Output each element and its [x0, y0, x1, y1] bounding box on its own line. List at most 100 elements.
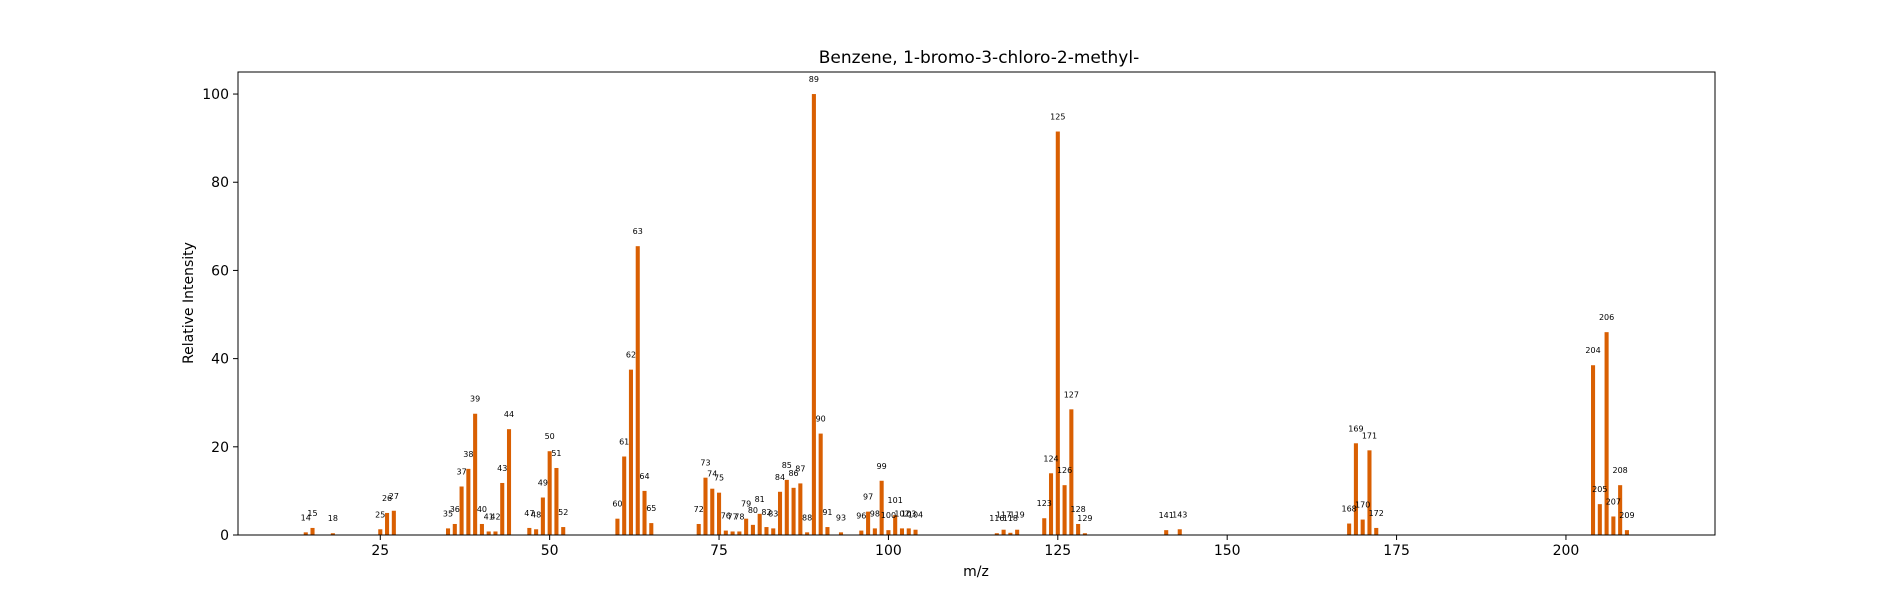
bar-label-mz-73: 73	[700, 459, 710, 468]
y-tick-label-40: 40	[211, 352, 229, 368]
bar-label-mz-205: 205	[1592, 485, 1607, 494]
bar-mz-169	[1353, 443, 1358, 535]
bar-label-mz-141: 141	[1159, 511, 1174, 520]
x-tick-label-25: 25	[371, 543, 389, 559]
bar-label-mz-35: 35	[443, 509, 453, 518]
bar-mz-89	[811, 94, 816, 536]
bar-mz-72	[696, 523, 701, 535]
bar-mz-85	[784, 479, 789, 535]
bar-label-mz-171: 171	[1362, 431, 1377, 440]
bar-label-mz-99: 99	[877, 462, 887, 471]
bar-label-mz-128: 128	[1070, 505, 1085, 514]
bar-mz-124	[1048, 473, 1054, 535]
bar-label-mz-87: 87	[795, 464, 805, 473]
x-tick-label-75: 75	[710, 543, 728, 559]
bar-mz-141	[1164, 530, 1169, 535]
bar-mz-104	[913, 529, 918, 535]
bar-label-mz-83: 83	[768, 509, 778, 518]
y-tick-label-100: 100	[202, 87, 229, 103]
bar-mz-126	[1062, 485, 1067, 535]
bar-label-mz-14: 14	[301, 513, 311, 522]
bar-mz-98	[872, 528, 877, 535]
bar-mz-90	[818, 433, 823, 535]
bar-label-mz-65: 65	[646, 504, 656, 513]
bar-label-mz-89: 89	[809, 75, 819, 84]
bar-label-mz-124: 124	[1043, 454, 1058, 463]
x-tick-label-175: 175	[1383, 543, 1410, 559]
bar-mz-27	[391, 510, 396, 535]
bar-mz-50	[547, 451, 552, 535]
bar-mz-99	[879, 480, 884, 535]
bar-label-mz-44: 44	[504, 410, 514, 419]
bar-mz-84	[777, 491, 783, 535]
bar-label-mz-116: 116	[989, 514, 1004, 523]
bar-mz-206	[1604, 332, 1609, 535]
bar-label-mz-18: 18	[328, 514, 338, 523]
bar-mz-129	[1082, 533, 1087, 535]
bar-label-mz-86: 86	[788, 469, 798, 478]
bar-mz-52	[561, 527, 566, 535]
x-axis-ticks: 25 50 75 100 125 150 175 200	[371, 535, 1579, 559]
bar-label-mz-37: 37	[456, 468, 466, 477]
bar-mz-93	[838, 532, 844, 535]
bar-mz-205	[1597, 504, 1602, 535]
y-tick-label-60: 60	[211, 263, 229, 279]
bar-mz-80	[750, 524, 755, 535]
bar-mz-171	[1367, 450, 1372, 535]
bar-mz-65	[649, 523, 654, 535]
bar-label-mz-26: 26	[382, 494, 392, 503]
bar-label-mz-82: 82	[761, 508, 771, 517]
bar-mz-60	[615, 518, 620, 535]
bar-mz-103	[906, 528, 911, 535]
bar-label-mz-27: 27	[389, 492, 399, 501]
bar-mz-37	[459, 486, 464, 535]
bar-label-mz-91: 91	[822, 508, 832, 517]
bar-label-mz-118: 118	[1003, 514, 1018, 523]
bar-mz-118	[1008, 532, 1013, 535]
bar-label-mz-43: 43	[497, 464, 507, 473]
bar-label-mz-98: 98	[870, 509, 880, 518]
bar-label-mz-143: 143	[1172, 510, 1187, 519]
x-tick-label-125: 125	[1044, 543, 1071, 559]
bar-mz-96	[859, 530, 864, 535]
bar-label-mz-126: 126	[1057, 466, 1072, 475]
bar-label-mz-15: 15	[307, 509, 317, 518]
bar-mz-123	[1042, 518, 1047, 535]
bar-label-mz-52: 52	[558, 508, 568, 517]
bar-mz-204	[1591, 365, 1596, 535]
bar-label-mz-74: 74	[707, 470, 717, 479]
bar-label-mz-90: 90	[816, 415, 826, 424]
bar-label-mz-51: 51	[551, 449, 561, 458]
bar-label-mz-102: 102	[894, 509, 909, 518]
bar-label-mz-172: 172	[1369, 509, 1384, 518]
bar-label-mz-204: 204	[1585, 346, 1600, 355]
bar-label-mz-78: 78	[734, 512, 744, 521]
bar-mz-81	[757, 513, 762, 535]
bar-label-mz-79: 79	[741, 500, 751, 509]
bar-mz-168	[1347, 523, 1352, 535]
bar-label-mz-63: 63	[633, 227, 643, 236]
bar-mz-101	[893, 515, 898, 535]
bar-label-mz-96: 96	[856, 512, 866, 521]
y-axis-label: Relative Intensity	[181, 242, 197, 364]
bar-mz-119	[1015, 529, 1020, 535]
y-tick-label-80: 80	[211, 175, 229, 191]
bar-label-mz-104: 104	[908, 511, 923, 520]
bar-label-mz-62: 62	[626, 351, 636, 360]
bar-mz-61	[622, 456, 627, 535]
bar-label-mz-61: 61	[619, 438, 629, 447]
bar-mz-38	[466, 468, 471, 535]
chart-title: Benzene, 1-bromo-3-chloro-2-methyl-	[819, 48, 1139, 68]
bar-label-mz-97: 97	[863, 493, 873, 502]
bar-mz-43	[500, 482, 505, 535]
x-tick-label-150: 150	[1214, 543, 1241, 559]
bar-mz-127	[1069, 409, 1074, 535]
bar-label-mz-75: 75	[714, 474, 724, 483]
bar-mz-116	[994, 533, 999, 535]
bar-label-mz-127: 127	[1064, 390, 1079, 399]
x-tick-label-100: 100	[875, 543, 902, 559]
bar-mz-73	[703, 477, 708, 535]
bar-mz-42	[493, 531, 498, 535]
